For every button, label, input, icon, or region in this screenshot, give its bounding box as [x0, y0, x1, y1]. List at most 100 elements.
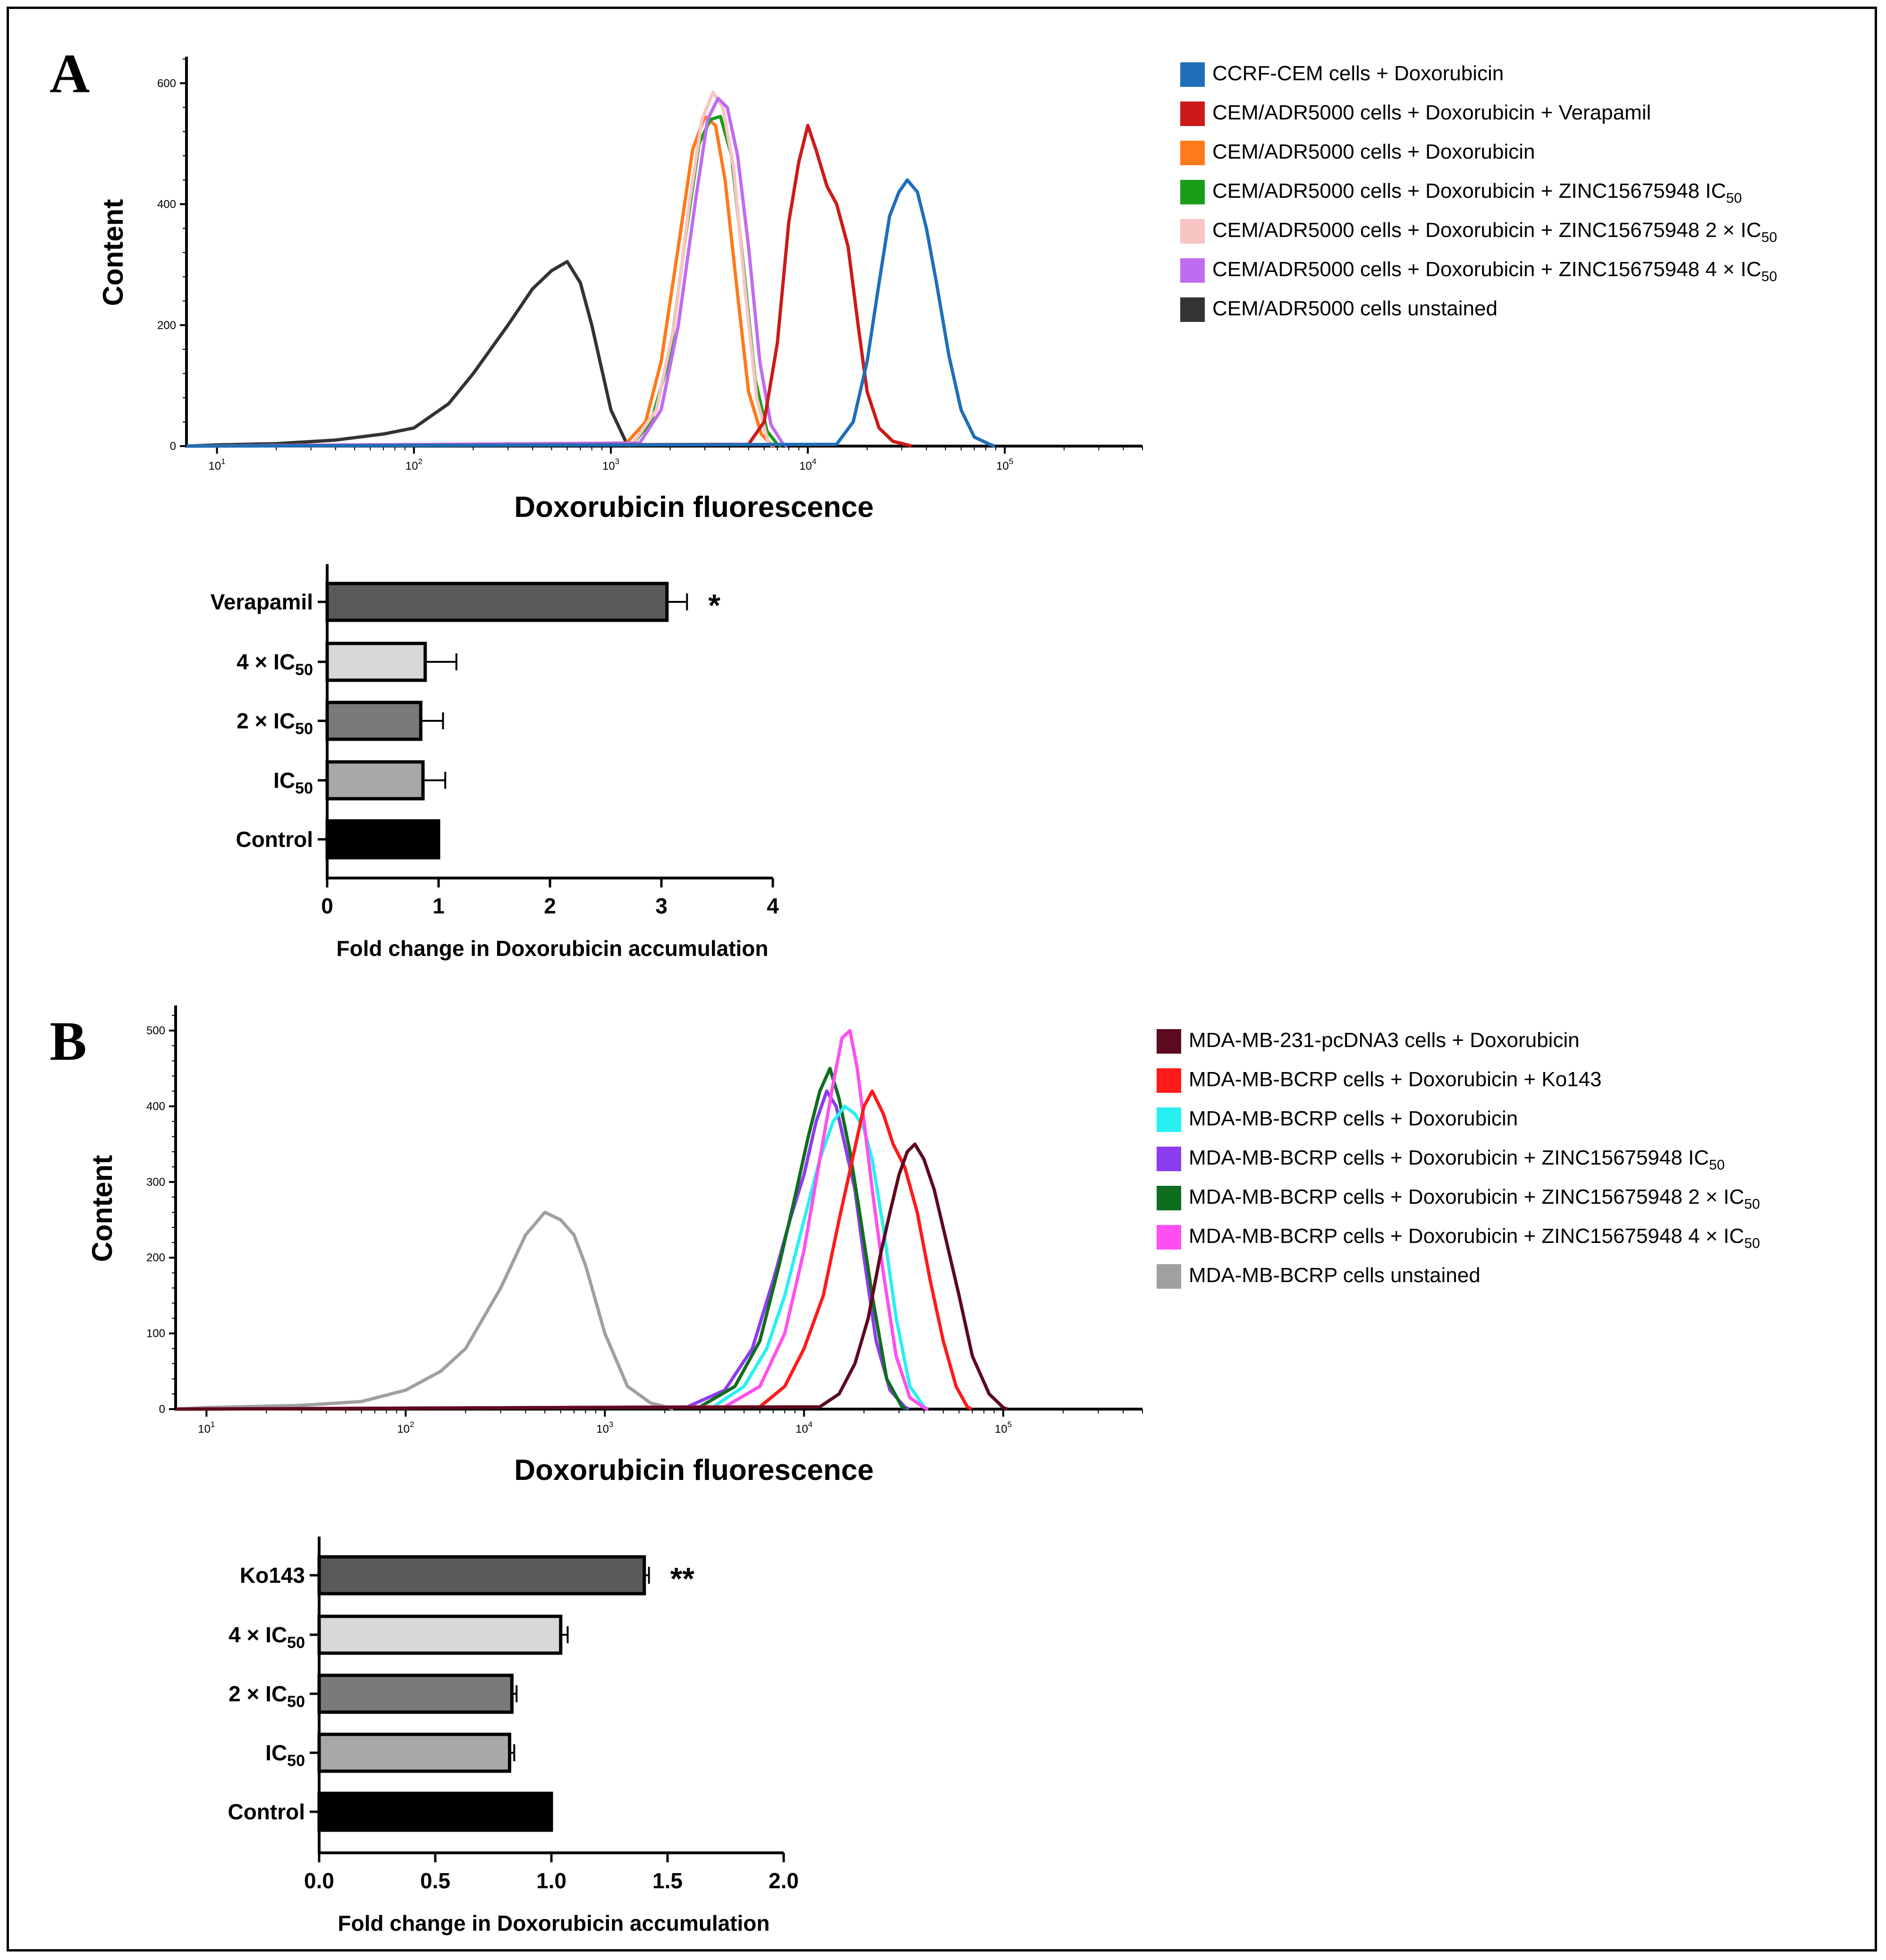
bar-category-label: Control	[236, 827, 313, 852]
legend-swatch	[1157, 1264, 1181, 1289]
histogram-series-0	[175, 1210, 674, 1411]
histogram-series-4	[175, 1029, 929, 1411]
histogram-series-2	[175, 1066, 907, 1411]
legend-entry: CCRF-CEM cells + Doxorubicin	[1212, 62, 1504, 85]
bar	[317, 1614, 563, 1655]
histogram-series-2	[186, 115, 782, 448]
bar-category-label: 4 × IC50	[237, 650, 313, 679]
legend-entry-text: MDA-MB-BCRP cells unstained	[1189, 1264, 1480, 1287]
bar-category-label-text: Control	[236, 827, 313, 852]
legend-swatch	[1157, 1068, 1181, 1093]
y-tick-label: 200	[157, 319, 176, 332]
legend-swatch	[1180, 62, 1205, 87]
bar-category-label-text: Control	[228, 1799, 305, 1824]
bar-category-label-text: IC	[265, 1740, 287, 1765]
legend-entry: MDA-MB-BCRP cells unstained	[1189, 1264, 1480, 1287]
bar-category-label-text: 2 × IC	[228, 1681, 287, 1706]
x-tick-label: 101	[198, 1420, 215, 1436]
legend-entry: MDA-MB-BCRP cells + Doxorubicin + Ko143	[1189, 1068, 1602, 1091]
x-axis-label: Doxorubicin fluorescence	[514, 491, 873, 524]
legend-entry: MDA-MB-BCRP cells + Doxorubicin + ZINC15…	[1189, 1146, 1725, 1173]
bar-category-label-text: Ko143	[240, 1563, 305, 1588]
bar-chart: 0.0 0.5 1.0 1.5 2.0 Fold change in Doxorubici…	[228, 1537, 799, 1935]
legend-entry-text: CCRF-CEM cells + Doxorubicin	[1212, 62, 1504, 85]
bar-category-label: 2 × IC50	[228, 1681, 305, 1711]
x-tick-label: 102	[406, 457, 423, 473]
x-tick-label: 105	[996, 457, 1013, 473]
legend-entry: MDA-MB-BCRP cells + Doxorubicin + ZINC15…	[1189, 1185, 1760, 1212]
bar-category-label: Verapamil	[211, 590, 313, 614]
bar-category-label: 2 × IC50	[237, 709, 313, 738]
x-tick-base: 10	[795, 1423, 808, 1436]
legend-swatch	[1157, 1107, 1181, 1132]
bar-category-label: 4 × IC50	[228, 1622, 305, 1652]
bar-x-tick-label: 2.0	[769, 1868, 799, 1893]
legend-entry: CEM/ADR5000 cells + Doxorubicin	[1212, 140, 1535, 163]
bar-category-label-subscript: 50	[295, 661, 313, 679]
x-tick-exponent: 1	[221, 457, 225, 466]
legend-swatch	[1157, 1147, 1181, 1171]
bar	[317, 1673, 514, 1714]
x-tick-base: 10	[198, 1423, 211, 1436]
legend-entry: MDA-MB-231-pcDNA3 cells + Doxorubicin	[1189, 1029, 1580, 1052]
y-tick-label: 100	[146, 1327, 165, 1340]
figure-frame	[7, 7, 1877, 1952]
bar-x-tick-label: 3	[655, 894, 668, 918]
bar	[317, 1555, 646, 1596]
bar-category-label-text: 4 × IC	[237, 650, 295, 674]
legend-swatch	[1180, 297, 1205, 322]
histogram-series-3	[186, 91, 774, 448]
bar-category-label-text: 2 × IC	[237, 709, 295, 733]
y-tick-label: 200	[146, 1251, 165, 1264]
bar-x-tick-label: 4	[767, 894, 779, 918]
legend-entry-text: MDA-MB-BCRP cells + Doxorubicin + ZINC15…	[1189, 1225, 1744, 1248]
histogram-series-0	[186, 260, 632, 448]
significance-marker: *	[708, 588, 720, 623]
bar-x-tick-label: 1.0	[536, 1868, 567, 1893]
x-axis-label: Doxorubicin fluorescence	[514, 1454, 873, 1487]
x-tick-base: 10	[406, 460, 418, 473]
x-tick-base: 10	[995, 1423, 1007, 1436]
x-tick-label: 101	[209, 457, 226, 473]
legend-entry-text: CEM/ADR5000 cells + Doxorubicin	[1212, 140, 1535, 163]
histogram-series-3	[175, 1105, 929, 1411]
histogram-series-6	[186, 178, 996, 448]
histogram-legend: CCRF-CEM cells + Doxorubicin CEM/ADR5000 …	[1180, 62, 1777, 322]
x-tick-exponent: 2	[410, 1420, 414, 1429]
legend-swatch	[1180, 141, 1205, 165]
bar-category-label: IC50	[273, 768, 313, 797]
y-axis-label: Content	[97, 199, 129, 306]
histogram-series-4	[186, 96, 788, 448]
bar-x-tick-label: 0.5	[420, 1868, 450, 1893]
legend-entry: MDA-MB-BCRP cells + Doxorubicin + ZINC15…	[1189, 1225, 1760, 1251]
bar-x-axis-label: Fold change in Doxorubicin accumulation	[337, 936, 769, 961]
legend-swatch	[1180, 258, 1205, 283]
bar-category-label-text: IC	[273, 768, 295, 793]
bar-category-label-subscript: 50	[287, 1634, 305, 1652]
x-tick-base: 10	[799, 460, 812, 473]
legend-entry-subscript: 50	[1744, 1236, 1760, 1251]
x-tick-label: 103	[602, 457, 619, 473]
legend-swatch	[1157, 1225, 1181, 1250]
legend-entry-text: MDA-MB-BCRP cells + Doxorubicin	[1189, 1107, 1518, 1130]
bar-category-label-subscript: 50	[287, 1693, 305, 1711]
x-tick-exponent: 4	[812, 457, 816, 466]
legend-entry-text: MDA-MB-BCRP cells + Doxorubicin + ZINC15…	[1189, 1185, 1744, 1208]
histogram-legend: MDA-MB-231-pcDNA3 cells + Doxorubicin MDA…	[1157, 1029, 1760, 1289]
histogram-series-1	[186, 115, 776, 448]
y-tick-label: 400	[146, 1100, 165, 1113]
legend-swatch	[1157, 1186, 1181, 1210]
x-tick-base: 10	[602, 460, 615, 473]
legend-entry-text: CEM/ADR5000 cells + Doxorubicin + ZINC15…	[1212, 258, 1761, 281]
bar-category-label-subscript: 50	[295, 720, 313, 738]
y-tick-label: 400	[157, 198, 176, 211]
bar-category-label-text: Verapamil	[211, 590, 313, 614]
y-tick-label: 0	[159, 1403, 165, 1416]
legend-entry: CEM/ADR5000 cells + Doxorubicin + ZINC15…	[1212, 258, 1777, 285]
panel-label: A	[50, 42, 90, 104]
legend-entry-text: CEM/ADR5000 cells + Doxorubicin + ZINC15…	[1212, 179, 1726, 203]
histogram-series-5	[186, 124, 912, 448]
histogram-series-6	[175, 1142, 1008, 1411]
